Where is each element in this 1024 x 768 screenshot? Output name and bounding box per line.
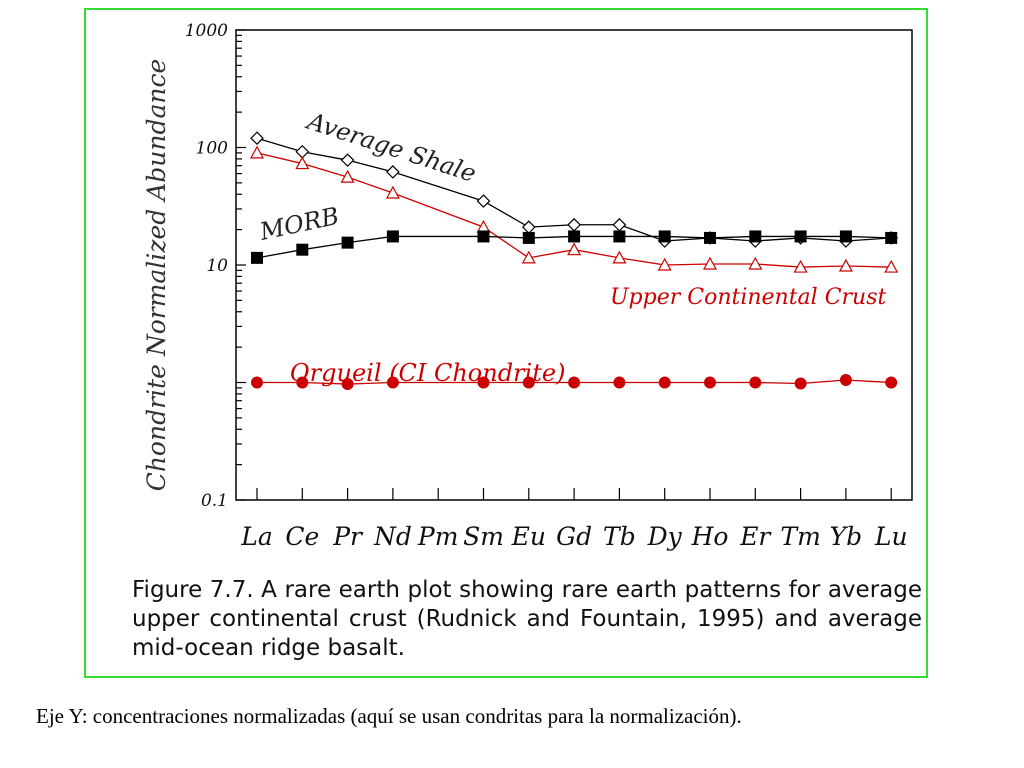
point-upper-continental-crust-eu	[521, 250, 536, 264]
point-orgueil-ci-chondrite-ho	[704, 376, 716, 389]
point-orgueil-ci-chondrite-dy	[658, 376, 671, 389]
figure-caption: Figure 7.7. A rare earth plot showing ra…	[132, 577, 922, 661]
point-morb-pr	[341, 236, 354, 249]
y-tick-label: 100	[196, 139, 229, 159]
point-upper-continental-crust-tb	[612, 250, 627, 264]
point-morb-nd	[386, 230, 399, 243]
point-upper-continental-crust-gd	[567, 242, 582, 256]
point-orgueil-ci-chondrite-yb	[839, 374, 852, 387]
point-upper-continental-crust-ce	[295, 156, 310, 170]
point-morb-sm	[477, 230, 490, 243]
point-orgueil-ci-chondrite-tb	[613, 376, 626, 389]
point-upper-continental-crust-pr	[340, 169, 355, 183]
point-morb-tb	[613, 230, 626, 243]
point-average-shale-sm	[476, 194, 491, 208]
x-tick-label-pm: Pm	[417, 522, 459, 551]
x-tick-label-gd: Gd	[556, 522, 592, 551]
x-tick-label-sm: Sm	[463, 522, 504, 551]
series-line-orgueil-ci-chondrite	[257, 379, 892, 385]
point-upper-continental-crust-yb	[838, 258, 853, 272]
point-average-shale-pr	[340, 153, 355, 168]
point-orgueil-ci-chondrite-eu	[522, 376, 535, 389]
point-average-shale-gd	[567, 217, 581, 232]
y-tick-label: 10	[206, 256, 228, 276]
plot-area-border	[235, 29, 913, 501]
x-tick-label-ce: Ce	[285, 522, 319, 551]
x-tick-label-ho: Ho	[691, 522, 729, 551]
point-upper-continental-crust-nd	[385, 185, 400, 199]
point-morb-dy	[658, 230, 671, 243]
point-average-shale-nd	[386, 165, 400, 179]
y-axis-label: Chondrite Normalized Abundance	[142, 59, 171, 492]
point-morb-ce	[296, 243, 309, 256]
y-tick-label: 0.1	[201, 491, 228, 511]
point-orgueil-ci-chondrite-pr	[341, 378, 354, 391]
point-morb-eu	[522, 231, 535, 244]
series-line-average-shale	[256, 137, 892, 242]
x-tick-label-pr: Pr	[332, 522, 364, 551]
point-upper-continental-crust-er	[748, 256, 763, 270]
point-upper-continental-crust-dy	[657, 257, 672, 271]
point-morb-er	[749, 230, 762, 243]
point-average-shale-ce	[295, 144, 310, 159]
point-average-shale-tb	[612, 217, 627, 232]
point-orgueil-ci-chondrite-gd	[568, 376, 581, 389]
point-orgueil-ci-chondrite-nd	[386, 376, 399, 389]
point-orgueil-ci-chondrite-ce	[296, 376, 309, 389]
point-upper-continental-crust-lu	[884, 259, 899, 273]
footnote-text: Eje Y: concentraciones normalizadas (aqu…	[36, 704, 742, 728]
x-tick-label-dy: Dy	[647, 522, 683, 551]
label-morb: MORB	[256, 202, 341, 246]
point-orgueil-ci-chondrite-la	[251, 376, 263, 389]
x-tick-label-tm: Tm	[780, 522, 820, 551]
point-average-shale-eu	[521, 220, 536, 234]
x-tick-label-la: La	[240, 522, 273, 551]
x-tick-label-er: Er	[739, 522, 772, 551]
point-upper-continental-crust-ho	[702, 256, 718, 270]
point-morb-tm	[794, 230, 807, 243]
x-tick-label-yb: Yb	[830, 522, 863, 551]
point-morb-yb	[839, 230, 852, 243]
point-morb-gd	[568, 230, 581, 243]
point-orgueil-ci-chondrite-er	[749, 376, 762, 389]
x-tick-label-lu: Lu	[874, 522, 908, 551]
point-upper-continental-crust-la	[249, 145, 265, 159]
x-tick-label-tb: Tb	[603, 522, 636, 551]
label-upper-continental-crust: Upper Continental Crust	[610, 285, 887, 310]
figure-frame	[84, 8, 928, 678]
y-tick-label: 1000	[185, 21, 228, 41]
point-morb-la	[251, 251, 263, 264]
point-orgueil-ci-chondrite-lu	[885, 376, 898, 389]
x-tick-label-nd: Nd	[373, 522, 412, 551]
point-morb-ho	[704, 231, 716, 244]
point-orgueil-ci-chondrite-sm	[477, 376, 490, 389]
point-orgueil-ci-chondrite-tm	[794, 377, 807, 390]
point-morb-lu	[885, 231, 898, 244]
point-upper-continental-crust-tm	[793, 259, 808, 273]
series-line-upper-continental-crust	[256, 152, 892, 268]
series-line-morb	[256, 235, 892, 259]
point-average-shale-la	[250, 131, 264, 146]
label-orgueil: Orgueil (CI Chondrite)	[290, 359, 565, 387]
x-tick-label-eu: Eu	[511, 522, 546, 551]
